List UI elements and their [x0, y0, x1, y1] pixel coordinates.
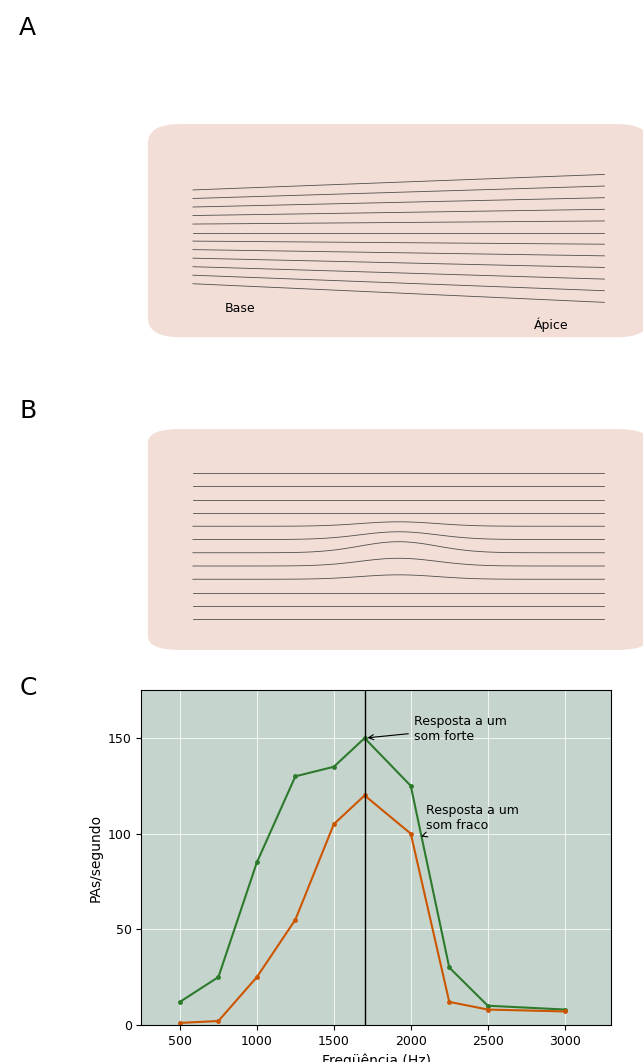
FancyBboxPatch shape — [148, 429, 643, 650]
Text: Resposta a um
som fraco: Resposta a um som fraco — [422, 804, 519, 837]
Y-axis label: PAs/segundo: PAs/segundo — [88, 813, 102, 902]
FancyBboxPatch shape — [148, 124, 643, 338]
Text: A: A — [19, 16, 37, 39]
Text: Base: Base — [225, 303, 256, 315]
Text: B: B — [19, 398, 37, 423]
Text: Resposta a um
som forte: Resposta a um som forte — [368, 715, 507, 742]
X-axis label: Freqüência (Hz): Freqüência (Hz) — [322, 1054, 431, 1062]
Text: Ápice: Ápice — [534, 318, 568, 332]
Text: C: C — [19, 675, 37, 700]
